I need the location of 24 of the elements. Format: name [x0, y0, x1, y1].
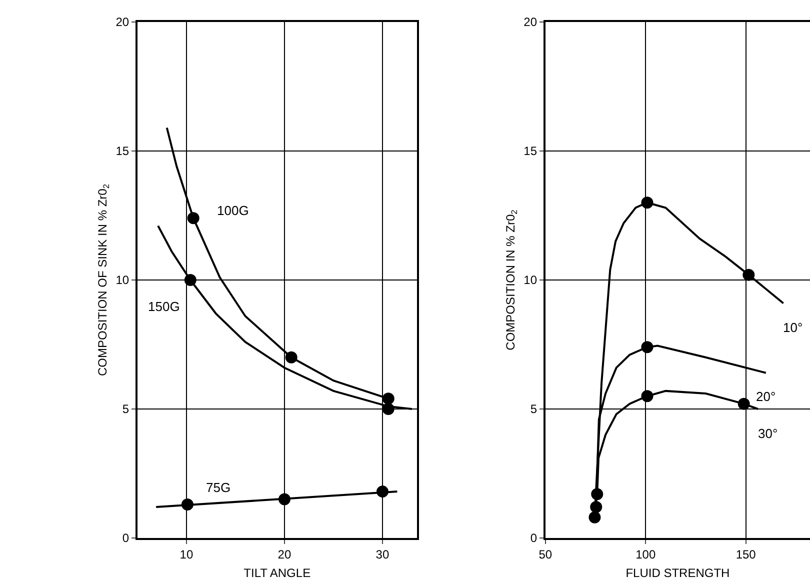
- x-tick-label: 20: [278, 547, 292, 562]
- x-tick-label: 30: [376, 547, 390, 562]
- y-tick-label: 0: [530, 531, 538, 546]
- y-tick-label: 5: [530, 402, 538, 416]
- x-tick-label: 50: [538, 547, 552, 562]
- x-tick-label: 100: [636, 547, 656, 562]
- series-label: 10°: [783, 320, 803, 335]
- y-tick-label: 20: [116, 15, 130, 30]
- y-tick-label: 10: [524, 273, 538, 288]
- y-tick-label: 10: [116, 273, 130, 288]
- series-label: 150G: [148, 299, 180, 314]
- x-tick-label: 150: [736, 547, 756, 562]
- y-tick-label: 15: [116, 144, 130, 158]
- y-tick-label: 20: [524, 15, 538, 30]
- x-axis-title: TILT ANGLE: [244, 566, 311, 580]
- series-label: 100G: [217, 203, 249, 218]
- y-tick-label: 15: [524, 144, 538, 158]
- y-tick-label: 0: [122, 531, 130, 546]
- x-axis-title: FLUID STRENGTH: [626, 566, 730, 580]
- x-tick-label: 10: [180, 547, 194, 562]
- y-tick-label: 5: [122, 402, 130, 416]
- series-label: 20°: [756, 389, 776, 404]
- series-label: 30°: [758, 426, 778, 441]
- series-label: 75G: [206, 480, 231, 495]
